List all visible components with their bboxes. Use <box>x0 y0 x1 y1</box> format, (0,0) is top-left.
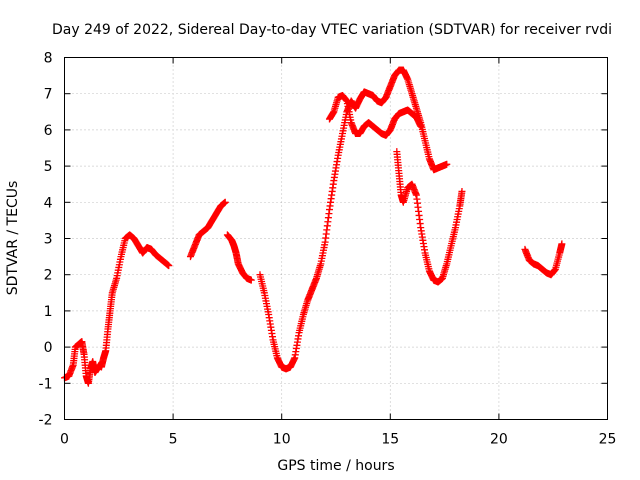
y-tick-label: 2 <box>44 268 53 284</box>
data-point <box>247 276 255 284</box>
y-tick-label: 3 <box>44 232 53 248</box>
series-segment-7 <box>521 240 566 279</box>
data-layer <box>61 66 566 387</box>
y-axis-label: SDTVAR / TECUs <box>5 181 21 296</box>
data-point <box>221 198 229 206</box>
y-tick-label: 8 <box>44 51 53 67</box>
x-tick-label: 5 <box>169 432 178 448</box>
data-point <box>558 240 566 248</box>
data-point <box>165 262 173 270</box>
x-tick-label: 15 <box>381 432 399 448</box>
y-tick-label: 6 <box>44 123 53 139</box>
y-tick-label: 4 <box>44 195 53 211</box>
x-axis-label: GPS time / hours <box>277 458 394 474</box>
tick-layer: 0 5 10 15 20 25 -2 -1 0 1 2 3 4 5 6 7 8 <box>39 51 617 448</box>
y-tick-label: 5 <box>44 159 53 175</box>
x-tick-label: 10 <box>273 432 291 448</box>
data-point <box>443 160 451 168</box>
y-tick-label: 0 <box>44 340 53 356</box>
series-segment-1 <box>61 231 173 387</box>
grid-layer <box>64 57 608 420</box>
series-segment-5 <box>325 92 425 139</box>
x-tick-label: 0 <box>60 432 69 448</box>
series-segment-3 <box>223 231 255 284</box>
y-tick-label: 1 <box>44 304 53 320</box>
series-segment-2 <box>186 198 229 261</box>
x-tick-label: 20 <box>490 432 508 448</box>
y-tick-label: -2 <box>39 413 53 429</box>
data-point <box>458 187 466 195</box>
plot-frame <box>64 57 608 420</box>
x-tick-label: 25 <box>599 432 617 448</box>
chart-title: Day 249 of 2022, Sidereal Day-to-day VTE… <box>52 22 612 38</box>
series-segment-4 <box>256 66 451 373</box>
y-tick-label: 7 <box>44 87 53 103</box>
series-segment-6 <box>393 148 466 286</box>
data-point <box>417 122 425 130</box>
y-tick-label: -1 <box>39 376 53 392</box>
